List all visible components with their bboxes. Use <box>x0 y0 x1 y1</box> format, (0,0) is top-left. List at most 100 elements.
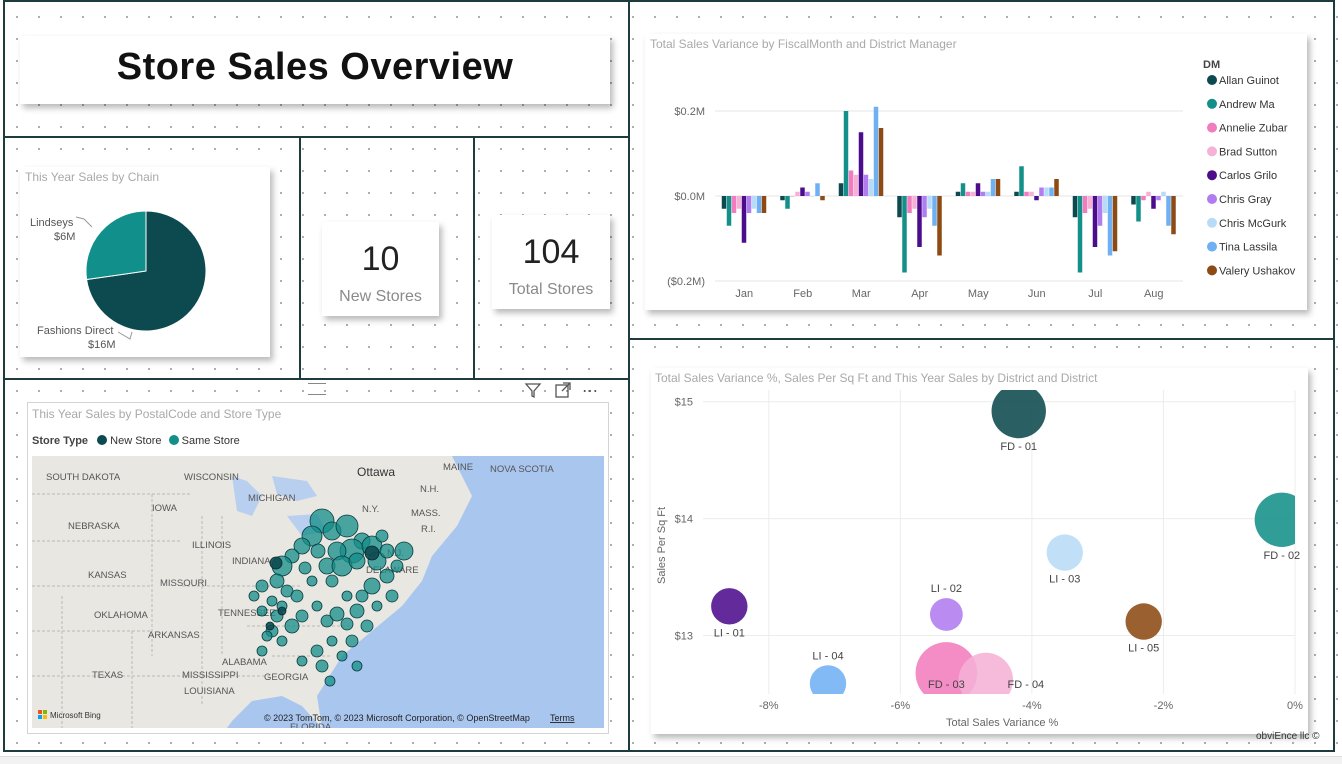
bar[interactable] <box>741 196 747 243</box>
bar[interactable] <box>858 132 864 196</box>
map-dot-new-store[interactable] <box>265 621 275 631</box>
bar[interactable] <box>902 196 907 273</box>
scatter-point[interactable] <box>1125 603 1162 640</box>
bar[interactable] <box>1019 166 1024 196</box>
map-dot-same-store[interactable] <box>296 655 308 667</box>
bar[interactable] <box>820 196 825 201</box>
map-dot-same-store[interactable] <box>363 577 381 595</box>
bar-legend-item[interactable]: Allan Guinot <box>1219 75 1279 87</box>
filter-icon[interactable] <box>524 381 542 404</box>
bar[interactable] <box>726 196 732 226</box>
map-dot-same-store[interactable] <box>390 559 404 573</box>
map-dot-same-store[interactable] <box>336 650 348 662</box>
map-dot-same-store[interactable] <box>360 619 374 633</box>
map-dot-same-store[interactable] <box>349 603 365 619</box>
bar-legend-item[interactable]: Chris McGurk <box>1219 218 1287 230</box>
bar[interactable] <box>985 191 991 196</box>
bar[interactable] <box>932 196 937 226</box>
bar[interactable] <box>922 196 927 218</box>
bar[interactable] <box>897 196 902 218</box>
map-dot-same-store[interactable] <box>326 635 338 647</box>
bar[interactable] <box>912 196 917 209</box>
map-dot-same-store[interactable] <box>310 543 326 559</box>
drag-handle[interactable] <box>308 383 326 395</box>
bar[interactable] <box>955 191 961 196</box>
scatter-point[interactable] <box>929 598 963 631</box>
bar[interactable] <box>736 196 742 209</box>
map-dot-same-store[interactable] <box>324 675 336 687</box>
bar[interactable] <box>1156 196 1161 201</box>
map-dot-same-store[interactable] <box>394 541 414 561</box>
bar-legend-item[interactable]: Chris Gray <box>1219 194 1272 206</box>
bar[interactable] <box>1077 196 1083 273</box>
bar-legend-item[interactable]: Tina Lassila <box>1219 242 1278 254</box>
bar[interactable] <box>907 196 912 213</box>
map-dot-same-store[interactable] <box>348 552 366 570</box>
bar[interactable] <box>927 196 932 209</box>
bar[interactable] <box>1082 196 1088 213</box>
map-dot-same-store[interactable] <box>280 584 294 598</box>
bar[interactable] <box>1161 191 1166 196</box>
map-terms-link[interactable]: Terms <box>550 713 575 723</box>
bar[interactable] <box>1087 196 1093 209</box>
pie-slice-lindseys[interactable] <box>85 210 147 281</box>
map-card[interactable]: ⋯ This Year Sales by PostalCode and Stor… <box>27 382 609 734</box>
bar[interactable] <box>1039 187 1044 197</box>
map-dot-same-store[interactable] <box>355 589 369 603</box>
bar[interactable] <box>790 196 795 197</box>
map-dot-same-store[interactable] <box>385 589 399 603</box>
scatter-point[interactable] <box>711 588 748 625</box>
map-dot-same-store[interactable] <box>340 617 354 631</box>
bar[interactable] <box>965 191 971 196</box>
map-dot-same-store[interactable] <box>375 529 389 543</box>
focus-mode-icon[interactable] <box>554 381 572 404</box>
bar[interactable] <box>970 191 976 196</box>
bar[interactable] <box>1072 196 1078 218</box>
scatter-point[interactable] <box>958 652 1014 707</box>
map-canvas[interactable]: SOUTH DAKOTA WISCONSIN Ottawa MAINE NOVA SCO… <box>32 456 604 728</box>
bar[interactable] <box>1131 196 1136 205</box>
map-dot-same-store[interactable] <box>351 660 363 672</box>
bar[interactable] <box>1049 187 1054 197</box>
map-dot-same-store[interactable] <box>290 589 304 603</box>
map-dot-same-store[interactable] <box>248 590 260 602</box>
map-dot-same-store[interactable] <box>269 573 285 589</box>
bar[interactable] <box>1102 196 1108 213</box>
map-dot-same-store[interactable] <box>298 561 312 575</box>
bar[interactable] <box>1034 196 1039 201</box>
more-options-icon[interactable]: ⋯ <box>582 383 598 400</box>
bar[interactable] <box>815 183 820 196</box>
bar[interactable] <box>1136 196 1141 222</box>
bar[interactable] <box>1141 196 1146 201</box>
map-dot-new-store[interactable] <box>364 545 380 561</box>
bar[interactable] <box>810 196 815 197</box>
map-dot-same-store[interactable] <box>341 590 353 602</box>
map-dot-same-store[interactable] <box>295 609 309 623</box>
bar[interactable] <box>878 128 884 196</box>
map-dot-same-store[interactable] <box>276 635 288 647</box>
map-dot-same-store[interactable] <box>315 659 329 673</box>
scatter-point[interactable] <box>991 384 1046 439</box>
map-dot-same-store[interactable] <box>310 644 324 658</box>
map-dot-same-store[interactable] <box>345 634 359 648</box>
bar-legend-item[interactable]: Brad Sutton <box>1219 146 1277 158</box>
map-dot-same-store[interactable] <box>255 579 269 593</box>
bar[interactable] <box>863 174 869 196</box>
bar[interactable] <box>843 111 849 196</box>
bar[interactable] <box>995 179 1001 196</box>
map-dot-same-store[interactable] <box>256 605 268 617</box>
bar[interactable] <box>1166 196 1171 226</box>
map-dot-same-store[interactable] <box>293 537 311 555</box>
bar[interactable] <box>868 179 874 196</box>
bar[interactable] <box>800 187 805 197</box>
map-dot-same-store[interactable] <box>335 514 359 538</box>
bar[interactable] <box>975 183 981 196</box>
bar[interactable] <box>1014 191 1019 196</box>
scatter-point[interactable] <box>1254 492 1308 547</box>
bar[interactable] <box>805 191 810 196</box>
bar-legend-item[interactable]: Andrew Ma <box>1219 99 1276 111</box>
scatter-point[interactable] <box>1046 534 1083 571</box>
bar[interactable] <box>751 196 757 209</box>
map-dot-same-store[interactable] <box>379 543 395 559</box>
bar[interactable] <box>731 196 737 213</box>
